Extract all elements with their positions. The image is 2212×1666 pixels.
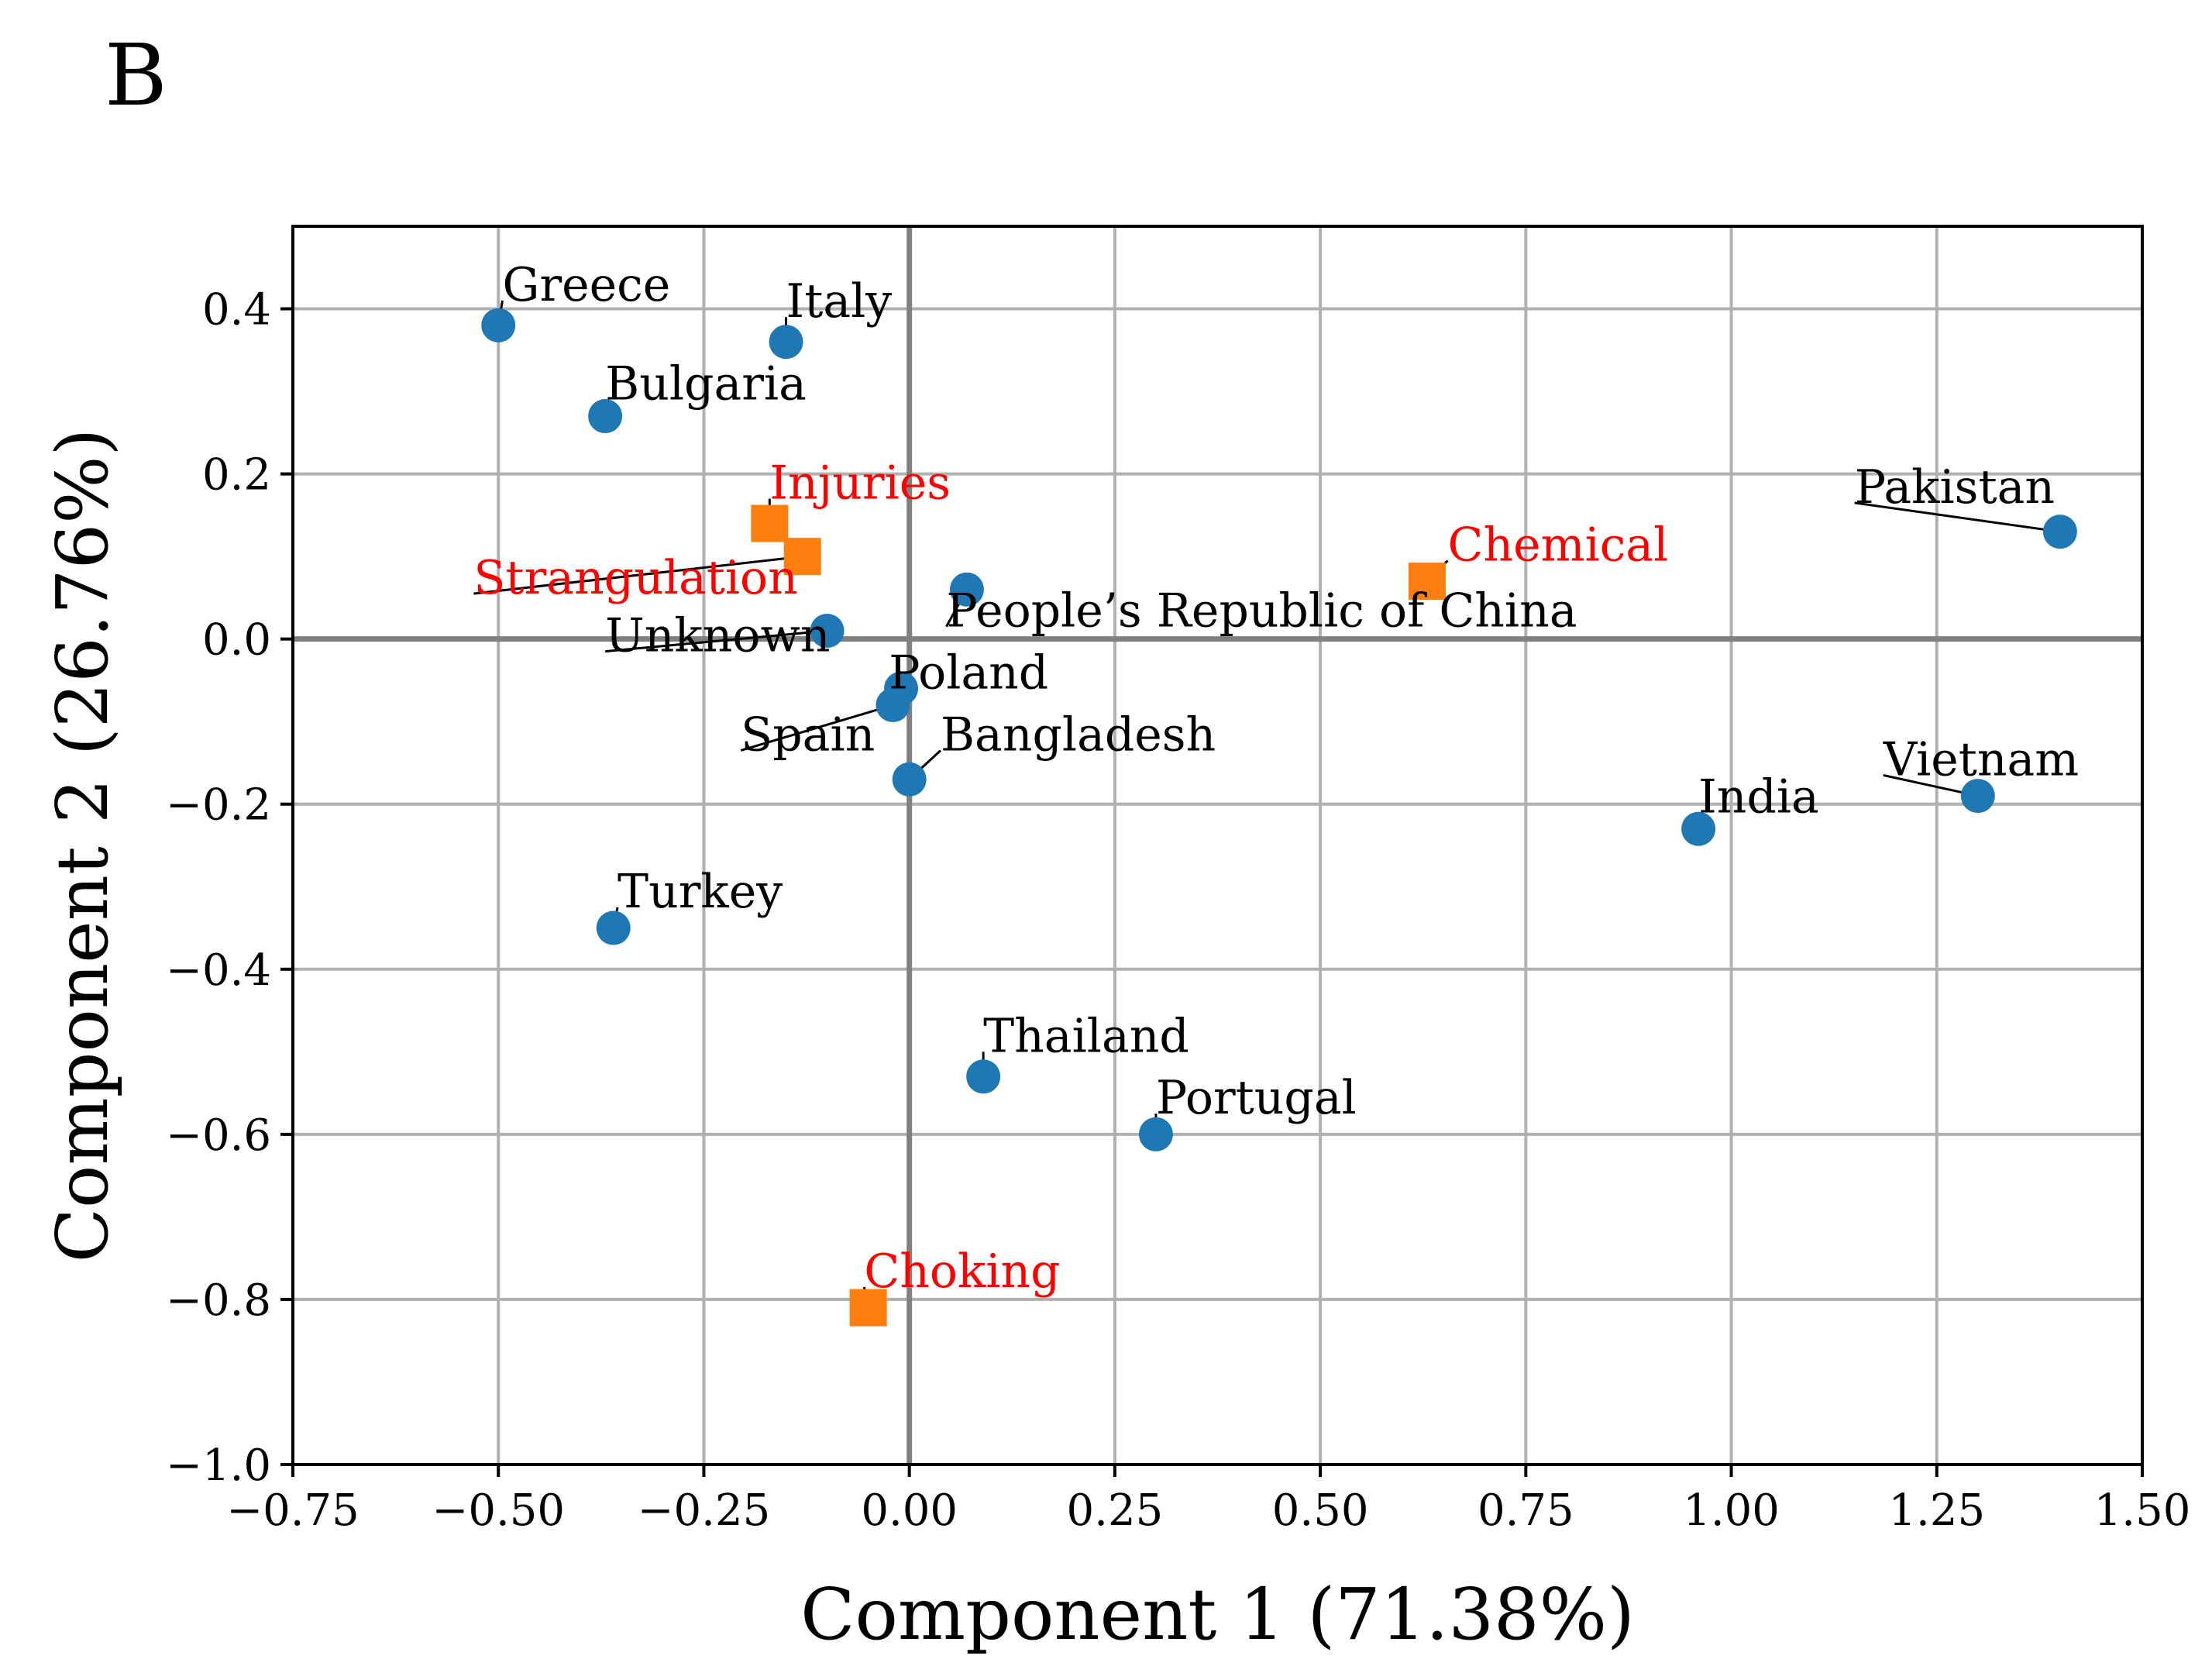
y-tick-label: −0.8	[166, 1275, 271, 1326]
y-tick-label: 0.2	[202, 450, 271, 501]
country-marker	[769, 325, 803, 359]
data-markers	[481, 308, 2077, 1327]
cause-marker	[751, 505, 788, 542]
y-axis-title: Component 2 (26.76%)	[41, 429, 124, 1263]
country-marker	[2043, 515, 2077, 549]
point-labels: Greece Italy Bulgaria People’s Republic of …	[473, 258, 2079, 1299]
y-tick-label: 0.0	[202, 615, 271, 666]
y-tick-label: −1.0	[166, 1441, 271, 1491]
x-tick-label: 0.50	[1272, 1485, 1369, 1536]
x-tick-label: −0.50	[432, 1485, 565, 1536]
cause-label: Strangulation	[473, 551, 797, 605]
x-tick-label: 0.25	[1067, 1485, 1164, 1536]
x-tick-label: −0.25	[638, 1485, 771, 1536]
scatter-chart: B Greece Italy Bulgaria People’s Republic o…	[0, 0, 2212, 1666]
country-label: Greece	[503, 258, 671, 312]
x-tick-label: 1.50	[2094, 1485, 2191, 1536]
country-label: Bangladesh	[941, 707, 1216, 762]
country-label: Thailand	[983, 1009, 1189, 1063]
country-label: Spain	[741, 707, 875, 762]
grid-lines	[293, 226, 2142, 1465]
country-label: India	[1698, 769, 1819, 824]
y-tick-label: −0.2	[166, 780, 271, 831]
cause-label: Injuries	[769, 456, 951, 511]
country-label: Poland	[889, 646, 1048, 700]
zero-axis-lines	[293, 226, 2142, 1465]
x-tick-label: 0.75	[1478, 1485, 1574, 1536]
country-marker	[481, 308, 515, 342]
country-label: Turkey	[618, 865, 783, 919]
country-label: Vietnam	[1883, 732, 2079, 787]
x-tick-label: 1.25	[1888, 1485, 1985, 1536]
country-label: Unknown	[605, 609, 830, 663]
plot-frame	[293, 226, 2142, 1465]
country-marker	[893, 762, 927, 797]
country-label: Bulgaria	[605, 357, 807, 411]
x-tick-label: −0.75	[226, 1485, 359, 1536]
x-tick-label: 1.00	[1683, 1485, 1780, 1536]
country-marker	[966, 1059, 1000, 1093]
y-tick-label: 0.4	[202, 285, 271, 336]
y-tick-label: −0.4	[166, 945, 271, 996]
country-label: Pakistan	[1855, 460, 2055, 515]
cause-label: Choking	[864, 1244, 1060, 1299]
country-label: Italy	[786, 274, 893, 329]
cause-label: Chemical	[1448, 518, 1669, 572]
y-tick-label: −0.6	[166, 1110, 271, 1161]
country-label: People’s Republic of China	[946, 584, 1577, 639]
country-label: Portugal	[1156, 1071, 1357, 1125]
panel-label: B	[105, 26, 167, 125]
x-axis-title: Component 1 (71.38%)	[800, 1573, 1635, 1656]
x-tick-label: 0.00	[861, 1485, 958, 1536]
